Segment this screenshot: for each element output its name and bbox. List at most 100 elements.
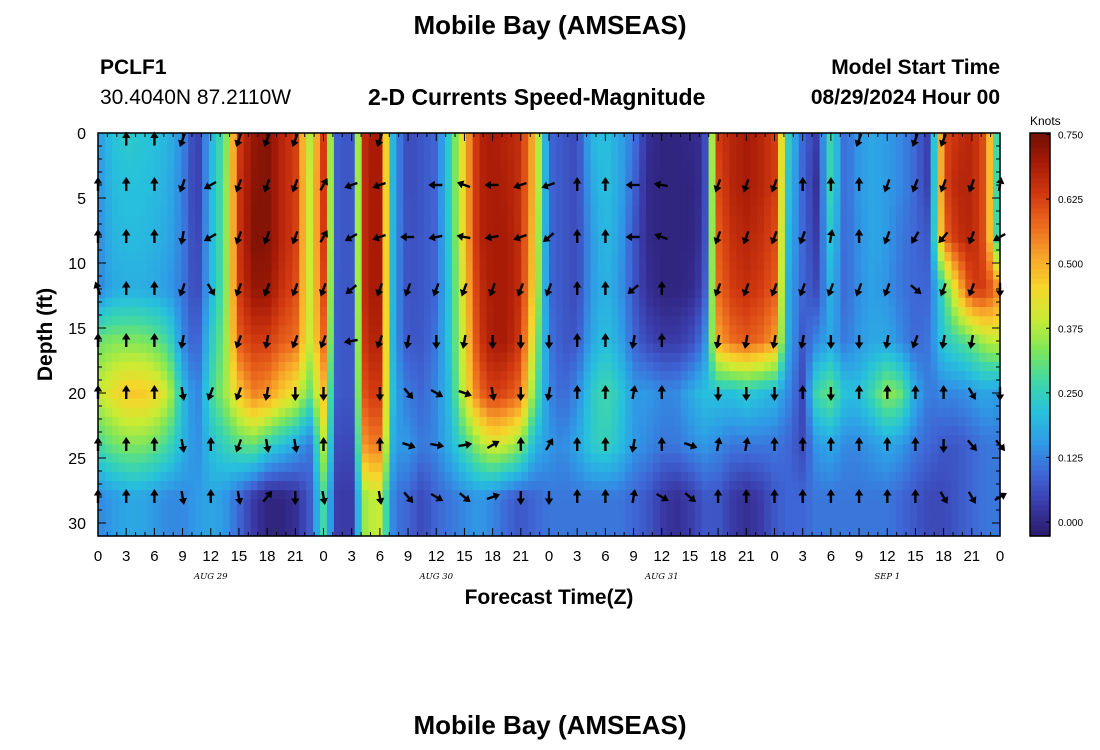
heatmap-cell	[812, 151, 821, 162]
heatmap-cell	[777, 453, 786, 464]
heatmap-cell	[819, 444, 828, 455]
heatmap-cell	[750, 297, 758, 308]
heatmap-cell	[868, 426, 876, 436]
heatmap-cell	[646, 471, 654, 482]
heatmap-cell	[472, 160, 481, 171]
heatmap-cell	[673, 389, 682, 400]
heatmap-cell	[805, 389, 814, 400]
heatmap-cell	[639, 444, 647, 455]
heatmap-cell	[729, 187, 737, 198]
heatmap-cell	[965, 334, 973, 345]
heatmap-cell	[535, 380, 543, 391]
heatmap-cell	[549, 288, 557, 299]
heatmap-cell	[243, 169, 252, 180]
heatmap-cell	[139, 233, 148, 244]
heatmap-cell	[784, 206, 793, 217]
heatmap-cell	[104, 334, 113, 345]
heatmap-cell	[222, 352, 231, 363]
heatmap-cell	[167, 380, 175, 391]
heatmap-cell	[972, 307, 980, 317]
heatmap-cell	[444, 426, 453, 436]
heatmap-cell	[986, 206, 994, 217]
heatmap-cell	[257, 270, 266, 281]
heatmap-cell	[639, 343, 647, 354]
heatmap-cell	[493, 371, 502, 381]
heatmap-cell	[965, 426, 973, 436]
heatmap-cell	[854, 361, 862, 372]
heatmap-cell	[306, 371, 314, 381]
heatmap-cell	[278, 206, 286, 217]
heatmap-cell	[285, 151, 293, 162]
heatmap-cell	[354, 471, 363, 482]
heatmap-cell	[590, 178, 599, 189]
heatmap-cell	[195, 169, 203, 180]
heatmap-cell	[764, 133, 772, 143]
heatmap-cell	[292, 151, 300, 162]
heatmap-cell	[569, 352, 578, 363]
heatmap-cell	[583, 279, 592, 290]
heatmap-cell	[278, 288, 286, 299]
heatmap-cell	[944, 398, 953, 409]
heatmap-cell	[188, 444, 196, 455]
heatmap-cell	[687, 252, 696, 262]
heatmap-cell	[882, 389, 890, 400]
heatmap-cell	[396, 133, 404, 143]
heatmap-cell	[958, 197, 966, 207]
heatmap-cell	[611, 398, 619, 409]
heatmap-cell	[354, 279, 363, 290]
heatmap-cell	[597, 261, 606, 271]
heatmap-cell	[923, 233, 932, 244]
heatmap-cell	[590, 169, 599, 180]
heatmap-cell	[250, 215, 259, 226]
heatmap-cell	[986, 224, 994, 235]
heatmap-cell	[118, 462, 127, 473]
heatmap-cell	[389, 133, 397, 143]
heatmap-cell	[535, 325, 543, 336]
heatmap-cell	[202, 178, 210, 189]
heatmap-cell	[202, 334, 210, 345]
heatmap-cell	[271, 160, 279, 171]
heatmap-cell	[458, 252, 467, 262]
heatmap-cell	[840, 380, 848, 391]
heatmap-cell	[507, 197, 515, 207]
heatmap-cell	[243, 142, 252, 152]
heatmap-cell	[375, 352, 384, 363]
heatmap-cell	[736, 224, 744, 235]
heatmap-cell	[451, 435, 460, 446]
heatmap-cell	[583, 444, 592, 455]
heatmap-cell	[972, 160, 980, 171]
heatmap-cell	[340, 380, 349, 391]
heatmap-cell	[451, 224, 460, 235]
heatmap-cell	[660, 371, 668, 381]
heatmap-cell	[222, 224, 231, 235]
heatmap-cell	[257, 197, 266, 207]
heatmap-cell	[299, 160, 307, 171]
heatmap-cell	[195, 316, 203, 326]
heatmap-cell	[729, 380, 737, 391]
heatmap-cell	[757, 252, 765, 262]
heatmap-cell	[812, 279, 821, 290]
heatmap-cell	[174, 444, 182, 455]
heatmap-cell	[979, 297, 987, 308]
heatmap-cell	[549, 242, 557, 253]
heatmap-cell	[798, 242, 807, 253]
heatmap-cell	[805, 297, 814, 308]
heatmap-cell	[514, 297, 522, 308]
heatmap-cell	[243, 416, 252, 427]
heatmap-cell	[965, 325, 973, 336]
heatmap-cell	[285, 407, 293, 418]
heatmap-cell	[229, 444, 238, 455]
heatmap-cell	[285, 307, 293, 317]
heatmap-cell	[701, 471, 710, 482]
heatmap-cell	[146, 270, 155, 281]
heatmap-cell	[944, 242, 953, 253]
heatmap-cell	[320, 252, 328, 262]
heatmap-cell	[202, 435, 210, 446]
heatmap-cell	[465, 316, 474, 326]
heatmap-cell	[104, 297, 113, 308]
heatmap-cell	[576, 352, 585, 363]
heatmap-cell	[292, 481, 300, 491]
heatmap-cell	[250, 270, 259, 281]
heatmap-cell	[521, 407, 529, 418]
heatmap-cell	[562, 307, 571, 317]
